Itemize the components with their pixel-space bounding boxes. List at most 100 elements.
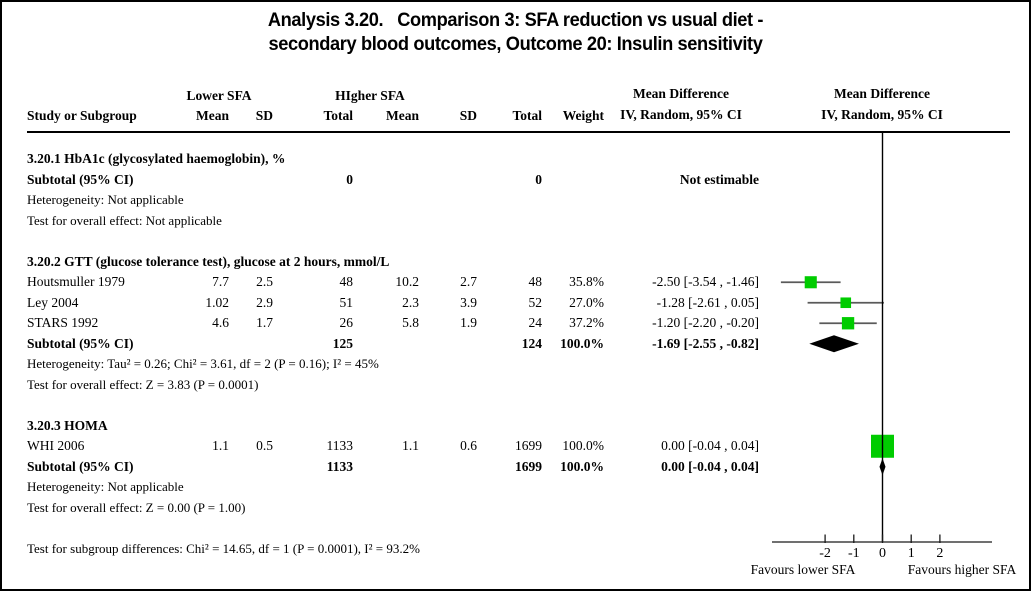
cell-ci: 0.00 [-0.04 , 0.04] xyxy=(661,458,759,474)
overall-effect-line: Test for overall effect: Not applicable xyxy=(27,212,222,228)
cell-sd2: 1.9 xyxy=(460,315,477,330)
cell-mean2 xyxy=(353,170,419,191)
figure-title: Analysis 3.20. Comparison 3: SFA reducti… xyxy=(23,9,1009,57)
study-name: Ley 2004 xyxy=(27,294,79,310)
cell-mean1: 1.1 xyxy=(212,438,229,453)
study-name: WHI 2006 xyxy=(27,438,85,453)
cell-sd2: 2.7 xyxy=(460,274,477,289)
group-header-lower-sfa: Lower SFA xyxy=(186,88,252,103)
study-name: STARS 1992 xyxy=(27,315,99,330)
cell-total1: 26 xyxy=(339,315,354,330)
cell-ci: Not estimable xyxy=(679,171,759,187)
cell-weight: 100.0% xyxy=(562,438,604,453)
section-label: 3.20.2 GTT (glucose tolerance test), glu… xyxy=(27,253,390,269)
effect-square xyxy=(840,297,852,309)
subtotal-row: Subtotal (95% CI) 125 124 100.0% -1.69 [… xyxy=(27,334,759,355)
cell-mean1 xyxy=(182,457,229,478)
md-header-plot-column: Mean Difference IV, Random, 95% CI xyxy=(821,84,943,125)
cell-weight: 100.0% xyxy=(560,335,604,351)
cell-mean1 xyxy=(182,170,229,191)
subtotal-label: Subtotal (95% CI) xyxy=(27,458,134,474)
axis-tick-label: -2 xyxy=(819,546,831,561)
cell-sd2: 0.6 xyxy=(460,438,477,453)
effect-square xyxy=(871,434,894,458)
cell-sd2 xyxy=(419,334,477,355)
cell-total1: 48 xyxy=(339,274,354,289)
header-rule xyxy=(27,131,1010,133)
col-weight: Weight xyxy=(562,108,604,123)
study-row: STARS 1992 4.6 1.7 26 5.8 1.9 24 37.2% -… xyxy=(27,313,759,334)
figure-title-line2: secondary blood outcomes, Outcome 20: In… xyxy=(268,34,763,55)
col-mean-1: Mean xyxy=(196,108,229,123)
cell-mean1: 4.6 xyxy=(212,315,229,330)
cell-sd1 xyxy=(229,170,273,191)
cell-ci: -1.28 [-2.61 , 0.05] xyxy=(656,294,759,310)
section-label: 3.20.3 HOMA xyxy=(27,417,108,433)
cell-sd1: 2.9 xyxy=(256,294,273,310)
overall-effect-line: Test for overall effect: Z = 0.00 (P = 1… xyxy=(27,499,246,515)
spacer-row xyxy=(27,395,759,416)
study-name: Houtsmuller 1979 xyxy=(27,274,125,289)
effect-square xyxy=(841,317,855,330)
heterogeneity-line: Heterogeneity: Not applicable xyxy=(27,479,184,494)
cell-mean1: 7.7 xyxy=(212,274,229,289)
axis-tick-label: -1 xyxy=(848,546,860,561)
subgroup-differences-line: Test for subgroup differences: Chi² = 14… xyxy=(27,540,420,556)
col-study: Study or Subgroup xyxy=(27,108,137,123)
md-header-text-column: Mean Difference IV, Random, 95% CI xyxy=(620,84,742,125)
subtotal-row: Subtotal (95% CI) 0 0 Not estimable xyxy=(27,170,759,191)
col-sd-2: SD xyxy=(459,108,477,123)
cell-sd2: 3.9 xyxy=(460,294,477,310)
cell-ci: -1.69 [-2.55 , -0.82] xyxy=(652,335,759,351)
col-mean-2: Mean xyxy=(386,108,419,123)
cell-total1: 1133 xyxy=(326,438,354,453)
subtotal-label: Subtotal (95% CI) xyxy=(27,335,134,351)
cell-sd2 xyxy=(419,457,477,478)
favours-right-label: Favours higher SFA xyxy=(907,562,1017,577)
md-header-sub: IV, Random, 95% CI xyxy=(620,106,742,122)
column-header-row: Study or Subgroup Mean SD Total Mean SD … xyxy=(27,106,759,125)
spacer-row xyxy=(27,231,759,252)
cell-ci: -1.20 [-2.20 , -0.20] xyxy=(652,315,759,330)
subtotal-diamond xyxy=(809,335,859,353)
cell-mean2: 1.1 xyxy=(402,438,419,453)
heterogeneity-line: Heterogeneity: Not applicable xyxy=(27,192,184,207)
cell-sd1: 1.7 xyxy=(256,315,273,330)
cell-ci: -2.50 [-3.54 , -1.46] xyxy=(652,274,759,289)
col-total-1: Total xyxy=(323,108,353,123)
col-total-2: Total xyxy=(512,108,542,123)
col-ci-spacer xyxy=(604,106,759,125)
cell-sd1 xyxy=(229,457,273,478)
cell-weight: 100.0% xyxy=(560,458,604,474)
cell-mean1: 1.02 xyxy=(205,294,229,310)
cell-total2: 24 xyxy=(528,315,543,330)
cell-sd1: 0.5 xyxy=(256,438,273,453)
cell-total2: 1699 xyxy=(515,438,542,453)
cell-mean2 xyxy=(353,457,419,478)
cell-mean2: 2.3 xyxy=(402,294,419,310)
cell-total2: 124 xyxy=(521,335,542,351)
study-row: WHI 2006 1.1 0.5 1133 1.1 0.6 1699 100.0… xyxy=(27,436,759,457)
cell-total1: 125 xyxy=(332,335,353,351)
col-sd-1: SD xyxy=(255,108,273,123)
md-header-sub: IV, Random, 95% CI xyxy=(821,106,943,122)
cell-mean1 xyxy=(182,334,229,355)
axis-tick-label: 0 xyxy=(879,546,886,561)
study-row: Ley 2004 1.02 2.9 51 2.3 3.9 52 27.0% -1… xyxy=(27,293,759,314)
axis-tick-label: 1 xyxy=(908,546,915,561)
section-label: 3.20.1 HbA1c (glycosylated haemoglobin),… xyxy=(27,151,286,166)
cell-mean2: 5.8 xyxy=(402,315,419,330)
cell-total2: 0 xyxy=(535,171,542,187)
md-header-title: Mean Difference xyxy=(833,86,931,101)
table-body: 3.20.1 HbA1c (glycosylated haemoglobin),… xyxy=(27,149,759,559)
cell-weight xyxy=(542,170,604,191)
figure-title-line1: Analysis 3.20. Comparison 3: SFA reducti… xyxy=(267,10,764,31)
cell-weight: 35.8% xyxy=(569,274,604,289)
md-header-title: Mean Difference xyxy=(632,86,730,101)
cell-mean2 xyxy=(353,334,419,355)
group-header-higher-sfa: HIgher SFA xyxy=(335,88,405,103)
cell-mean2: 10.2 xyxy=(395,274,419,289)
cell-sd1: 2.5 xyxy=(256,274,273,289)
cell-total1: 51 xyxy=(339,294,354,310)
overall-effect-line: Test for overall effect: Z = 3.83 (P = 0… xyxy=(27,376,259,392)
